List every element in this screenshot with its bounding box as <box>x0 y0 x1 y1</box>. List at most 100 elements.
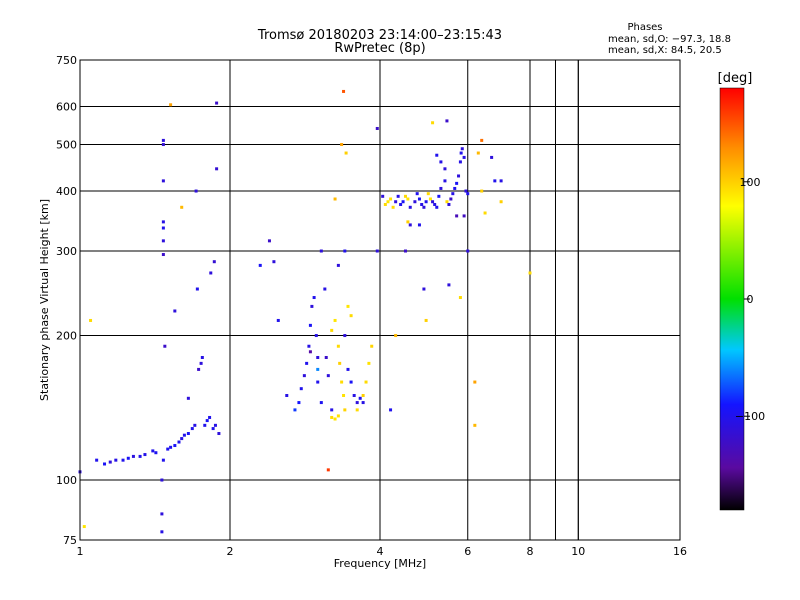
data-point <box>161 179 165 183</box>
data-point <box>451 192 455 196</box>
data-point <box>180 205 184 209</box>
data-point <box>346 304 350 308</box>
y-tick-label: 750 <box>56 54 77 67</box>
data-point <box>394 200 398 204</box>
data-point <box>381 194 385 198</box>
data-point <box>297 401 301 405</box>
data-point <box>319 249 323 253</box>
x-tick-label: 10 <box>571 545 585 558</box>
colorbar <box>719 87 745 511</box>
data-point <box>349 314 353 318</box>
data-point <box>417 223 421 227</box>
data-point <box>420 202 424 206</box>
data-point <box>401 200 405 204</box>
data-point <box>89 318 93 322</box>
x-tick-label: 2 <box>227 545 234 558</box>
data-point <box>190 427 194 431</box>
data-point <box>173 309 177 313</box>
data-point <box>310 304 314 308</box>
data-point <box>182 433 186 437</box>
data-point <box>403 249 407 253</box>
data-point <box>326 374 330 378</box>
y-tick-label: 400 <box>56 185 77 198</box>
data-point <box>343 334 347 338</box>
data-point <box>169 103 173 107</box>
data-point <box>333 318 337 322</box>
data-point <box>338 361 342 365</box>
data-point <box>342 394 346 398</box>
data-point <box>330 328 334 332</box>
data-point <box>208 415 212 419</box>
data-point <box>464 189 468 193</box>
data-points <box>78 89 532 534</box>
data-point <box>458 160 462 164</box>
chart-title: Tromsø 20180203 23:14:00–23:15:43 <box>257 28 502 43</box>
y-tick-label: 300 <box>56 245 77 258</box>
data-point <box>346 367 350 371</box>
data-point <box>299 387 303 391</box>
data-point <box>195 287 199 291</box>
data-point <box>466 249 470 253</box>
data-point <box>453 186 457 190</box>
data-point <box>422 287 426 291</box>
data-point <box>212 260 216 264</box>
data-point <box>528 271 532 275</box>
data-point <box>428 197 432 201</box>
data-point <box>355 401 359 405</box>
data-point <box>458 296 462 300</box>
data-point <box>389 408 393 412</box>
data-point <box>493 179 497 183</box>
data-point <box>276 318 280 322</box>
data-point <box>473 380 477 384</box>
data-point <box>459 151 463 155</box>
data-point <box>445 200 449 204</box>
data-point <box>138 454 142 458</box>
data-point <box>186 432 190 436</box>
data-point <box>308 323 312 327</box>
data-point <box>431 200 435 204</box>
y-tick-label: 200 <box>56 330 77 343</box>
data-point <box>340 380 344 384</box>
data-point <box>302 374 306 378</box>
data-point <box>403 194 407 198</box>
data-point <box>95 458 99 462</box>
data-point <box>437 194 441 198</box>
data-point <box>342 89 346 93</box>
data-point <box>333 417 337 421</box>
data-point <box>330 415 334 419</box>
data-point <box>406 197 410 201</box>
data-point <box>336 263 340 267</box>
data-point <box>431 121 435 125</box>
data-point <box>422 205 426 209</box>
x-tick-label: 16 <box>673 545 687 558</box>
data-point <box>209 271 213 275</box>
data-point <box>161 458 165 462</box>
data-point <box>408 223 412 227</box>
y-tick-labels: 75 100 200 300 400 500 600 750 <box>56 54 77 547</box>
data-point <box>161 253 165 257</box>
data-point <box>358 396 362 400</box>
phase-stats-x: mean, sd,X: 84.5, 20.5 <box>608 45 722 56</box>
y-tick-label: 500 <box>56 139 77 152</box>
data-point <box>399 202 403 206</box>
data-point <box>389 197 393 201</box>
data-point <box>82 525 86 529</box>
data-point <box>215 167 219 171</box>
data-point <box>424 318 428 322</box>
data-point <box>445 119 449 123</box>
data-point <box>121 458 125 462</box>
data-point <box>424 200 428 204</box>
phase-stats-o: mean, sd,O: −97.3, 18.8 <box>608 34 731 45</box>
data-point <box>433 202 437 206</box>
data-point <box>131 454 135 458</box>
x-tick-label: 8 <box>527 545 534 558</box>
data-point <box>180 437 184 441</box>
data-point <box>417 197 421 201</box>
data-point <box>435 153 439 157</box>
y-tick-label: 600 <box>56 101 77 114</box>
data-point <box>336 344 340 348</box>
data-point <box>408 205 412 209</box>
data-point <box>126 456 130 460</box>
data-point <box>364 380 368 384</box>
data-point <box>375 249 379 253</box>
